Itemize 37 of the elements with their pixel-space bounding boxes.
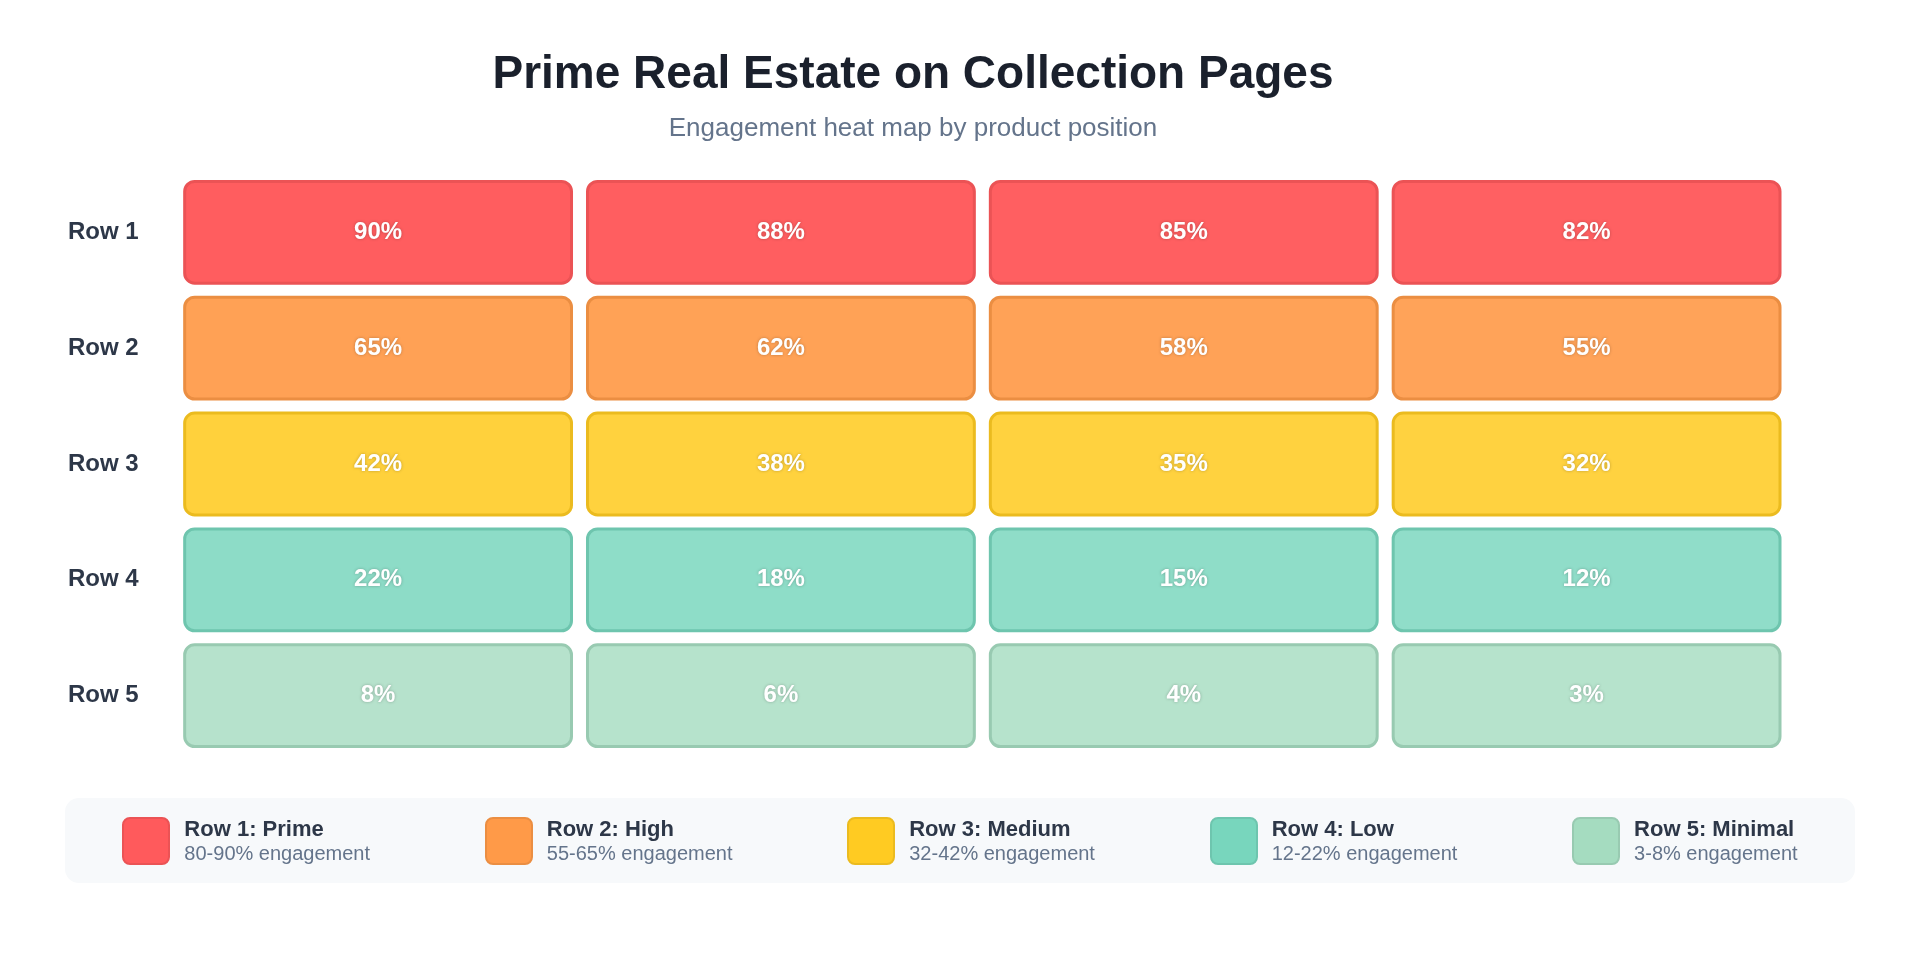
data-label: 3% xyxy=(1569,680,1604,708)
text: 3-8% engagement xyxy=(1634,842,1798,865)
y-tick-label: Row 1 xyxy=(67,216,139,244)
data-label: 18% xyxy=(756,564,805,592)
data-label: 6% xyxy=(763,680,799,708)
data-label: 4% xyxy=(1166,680,1202,708)
y-tick-label: Row 3 xyxy=(67,448,139,476)
data-label: 12% xyxy=(1562,564,1611,592)
text: Row 2: High xyxy=(546,816,675,842)
text: Row 3: Medium xyxy=(909,816,1072,842)
chart-subtitle: Engagement heat map by product position xyxy=(668,111,1158,142)
data-label: 15% xyxy=(1159,564,1208,592)
y-tick-label: Row 5 xyxy=(67,680,139,708)
chart-title: Prime Real Estate on Collection Pages xyxy=(492,46,1334,99)
data-label: 22% xyxy=(354,564,403,592)
data-label: 8% xyxy=(360,680,396,708)
data-label: 38% xyxy=(756,448,805,476)
y-tick-label: Row 2 xyxy=(67,332,139,360)
text: Row 5: Minimal xyxy=(1634,816,1796,842)
text: 12-22% engagement xyxy=(1271,842,1458,865)
data-label: 88% xyxy=(756,216,805,244)
data-label: 85% xyxy=(1159,216,1208,244)
text: 80-90% engagement xyxy=(184,842,371,865)
data-label: 82% xyxy=(1562,216,1611,244)
text: 32-42% engagement xyxy=(909,842,1095,865)
text: Row 1: Prime xyxy=(184,816,325,842)
text: Row 4: Low xyxy=(1271,816,1395,842)
data-label: 42% xyxy=(354,448,403,476)
text: 55-65% engagement xyxy=(546,842,733,865)
data-label: 62% xyxy=(756,332,805,360)
data-label: 65% xyxy=(354,332,403,360)
data-label: 32% xyxy=(1562,448,1611,476)
data-label: 35% xyxy=(1159,448,1208,476)
y-tick-label: Row 4 xyxy=(67,564,140,592)
data-label: 58% xyxy=(1159,332,1208,360)
data-label: 55% xyxy=(1562,332,1611,360)
data-label: 90% xyxy=(354,216,403,244)
